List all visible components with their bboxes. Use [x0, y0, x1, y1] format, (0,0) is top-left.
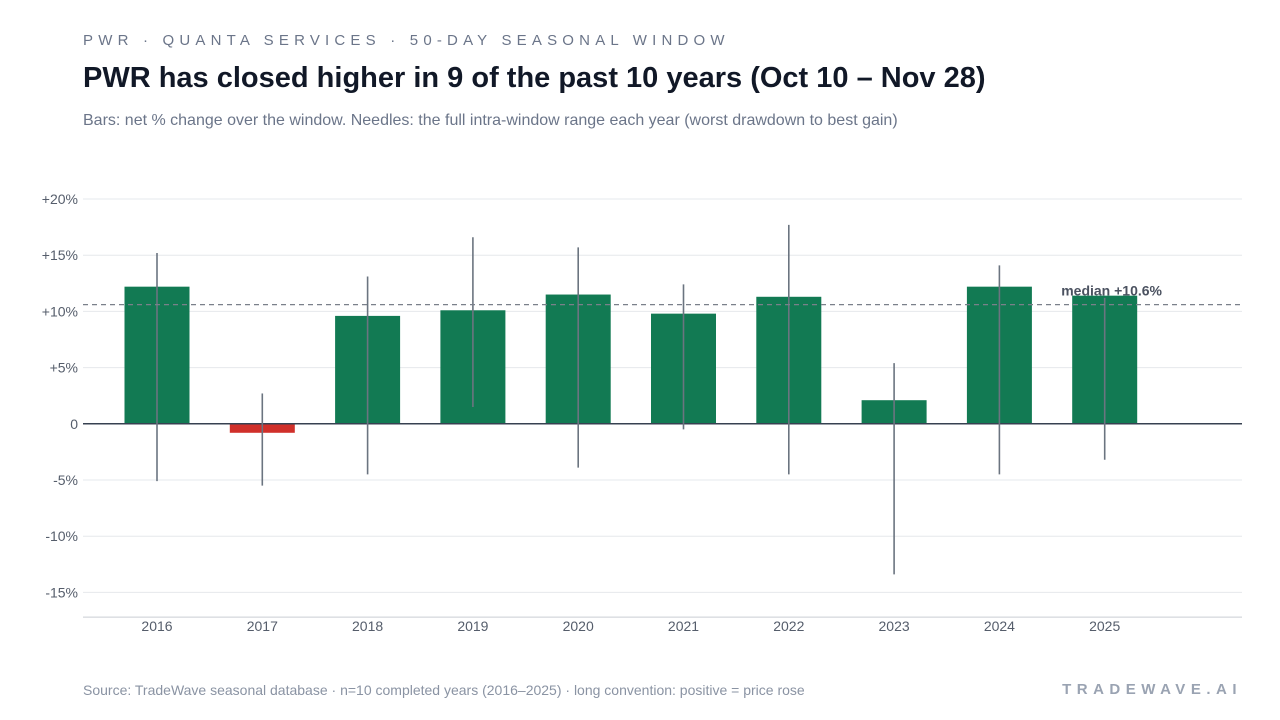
- chart-kicker: PWR · QUANTA SERVICES · 50-DAY SEASONAL …: [83, 32, 730, 49]
- source-note: Source: TradeWave seasonal database · n=…: [83, 682, 805, 698]
- y-tick-label: -15%: [45, 584, 78, 600]
- x-tick-label: 2023: [879, 618, 910, 634]
- brand-logo: TRADEWAVE.AI: [1062, 681, 1242, 698]
- x-tick-label: 2025: [1089, 618, 1120, 634]
- x-tick-label: 2018: [352, 618, 383, 634]
- y-tick-label: -5%: [53, 472, 78, 488]
- x-tick-label: 2024: [984, 618, 1015, 634]
- chart-title: PWR has closed higher in 9 of the past 1…: [83, 62, 986, 94]
- x-tick-label: 2019: [457, 618, 488, 634]
- x-tick-label: 2022: [773, 618, 804, 634]
- median-label: median +10.6%: [1061, 283, 1162, 299]
- y-tick-label: 0: [70, 416, 78, 432]
- chart-subtitle: Bars: net % change over the window. Need…: [83, 112, 898, 129]
- y-tick-label: +5%: [50, 360, 78, 376]
- x-tick-label: 2016: [141, 618, 172, 634]
- y-tick-label: +15%: [42, 247, 78, 263]
- y-tick-label: -10%: [45, 528, 78, 544]
- x-tick-label: 2021: [668, 618, 699, 634]
- y-tick-label: +20%: [42, 191, 78, 207]
- y-tick-label: +10%: [42, 303, 78, 319]
- x-tick-label: 2020: [563, 618, 594, 634]
- x-tick-label: 2017: [247, 618, 278, 634]
